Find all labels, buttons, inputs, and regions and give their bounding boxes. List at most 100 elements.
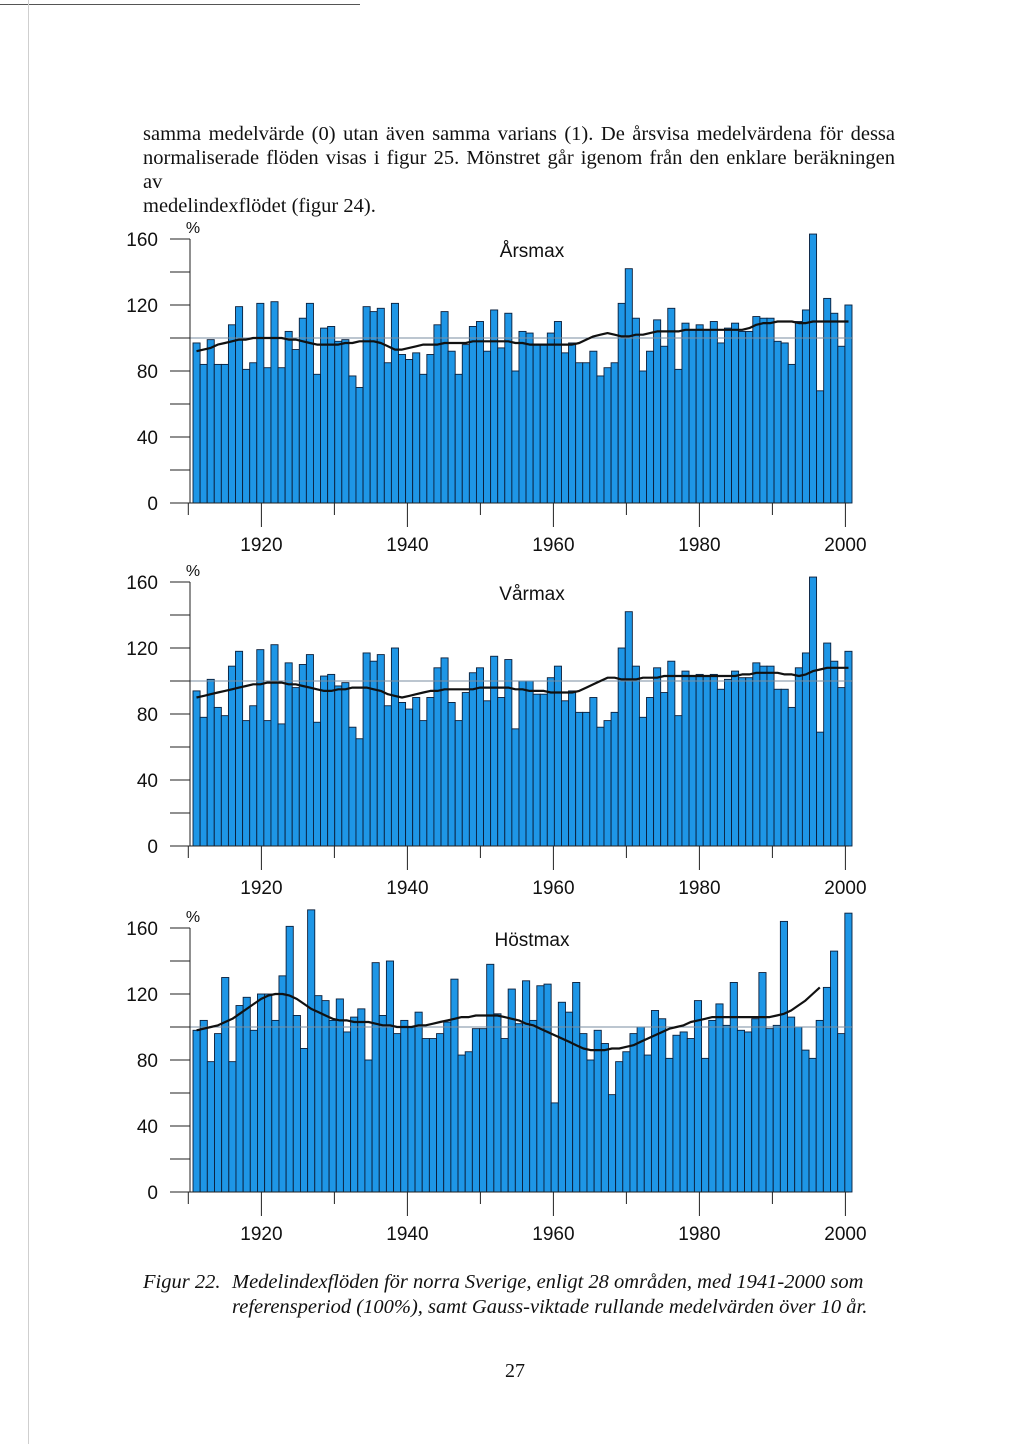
- bar: [688, 329, 697, 504]
- y-tick-label: 0: [147, 494, 158, 515]
- bar: [738, 330, 747, 504]
- chart-2-h-stmax: 0 40 80 120 160% 1920 1940 1960 1980 2000 Höstmax: [126, 909, 866, 1245]
- bar: [636, 1026, 645, 1193]
- bar: [348, 375, 357, 504]
- bar: [660, 692, 669, 847]
- caption-line-2: referensperiod (100%), samt Gauss-viktad…: [232, 1296, 868, 1318]
- bar: [419, 373, 428, 504]
- bar: [277, 367, 286, 504]
- bar: [433, 667, 442, 847]
- bar: [486, 963, 495, 1193]
- bar: [461, 692, 470, 847]
- bar: [565, 1011, 574, 1193]
- bar: [342, 1031, 352, 1193]
- bar: [568, 342, 577, 504]
- bar: [582, 362, 591, 504]
- bar: [610, 362, 619, 504]
- bar: [600, 1043, 609, 1193]
- caption-label: Figur 22.: [143, 1271, 221, 1293]
- bar: [702, 329, 711, 504]
- y-tick-label: 40: [137, 1117, 158, 1138]
- bar: [808, 1057, 817, 1193]
- bar: [809, 576, 818, 847]
- x-tick-label: 1940: [386, 878, 428, 899]
- bar: [350, 1016, 359, 1193]
- chart-1-v-rmax: 0 40 80 120 160% 1920 1940 1960 1980 2000 Vårmax: [126, 563, 866, 899]
- bar: [582, 711, 591, 847]
- bar: [235, 306, 244, 504]
- bar: [407, 1026, 416, 1193]
- chart-0--rsmax: 0 40 80 120 160% 1920 1940 1960 1980 2000 Årsmax: [126, 220, 866, 556]
- bar: [643, 1054, 652, 1193]
- bar: [844, 650, 853, 847]
- chart-title: Årsmax: [500, 241, 565, 262]
- bar: [264, 993, 273, 1193]
- series-line-0: [196, 666, 849, 699]
- bar: [242, 996, 251, 1193]
- bar: [393, 1033, 402, 1193]
- y-tick-label: 120: [126, 985, 158, 1006]
- bar: [447, 702, 456, 847]
- bar: [263, 720, 272, 847]
- bar: [514, 1023, 523, 1193]
- bar: [624, 611, 633, 847]
- bar: [220, 715, 229, 847]
- bar: [249, 362, 258, 504]
- bar: [334, 340, 343, 504]
- bar: [307, 909, 316, 1193]
- bar: [638, 716, 647, 847]
- bar: [766, 665, 775, 847]
- caption-line-1: Medelindexflöden för norra Sverige, enli…: [232, 1271, 864, 1293]
- bar: [227, 324, 236, 504]
- bar: [695, 673, 704, 847]
- bar: [277, 723, 286, 847]
- bar: [744, 1031, 753, 1193]
- bar: [242, 720, 251, 847]
- bar: [414, 1011, 423, 1193]
- bar: [383, 362, 392, 504]
- bar: [419, 720, 428, 847]
- bar: [292, 1015, 301, 1193]
- bar: [674, 715, 683, 847]
- chart-title: Vårmax: [499, 584, 565, 605]
- bar: [440, 657, 449, 847]
- bar: [284, 330, 293, 504]
- bar: [765, 1028, 774, 1193]
- bar: [624, 268, 633, 504]
- x-tick-label: 1960: [532, 535, 574, 556]
- y-tick-label: 160: [126, 919, 158, 940]
- bar: [738, 677, 747, 847]
- bar: [376, 654, 385, 847]
- bar: [608, 1094, 617, 1193]
- bar: [546, 332, 555, 504]
- bar: [532, 344, 541, 504]
- bar: [428, 1038, 437, 1193]
- y-tick-label: 0: [147, 837, 158, 858]
- bar: [199, 1019, 208, 1193]
- bar: [511, 728, 520, 847]
- bar: [561, 352, 570, 504]
- bar: [490, 655, 499, 847]
- bar: [313, 721, 321, 847]
- bar: [220, 363, 229, 504]
- bar: [572, 982, 581, 1193]
- x-tick-label: 1940: [386, 535, 428, 556]
- bar: [716, 688, 725, 847]
- bar: [461, 344, 470, 504]
- bar: [227, 665, 236, 847]
- bar: [708, 1019, 717, 1193]
- bar: [550, 1102, 559, 1193]
- bar: [772, 1024, 781, 1193]
- bar: [235, 1005, 244, 1193]
- bar: [575, 711, 584, 847]
- bar: [801, 1049, 810, 1193]
- bar: [672, 1034, 681, 1193]
- bar: [249, 1029, 258, 1193]
- bar: [426, 354, 435, 504]
- bar: [341, 682, 350, 847]
- bar: [759, 317, 768, 504]
- y-tick-label: 120: [126, 639, 158, 660]
- caption-text: Medelindexflöden för norra Sverige, enli…: [232, 1270, 903, 1320]
- bar: [794, 1026, 803, 1193]
- bar: [497, 347, 506, 504]
